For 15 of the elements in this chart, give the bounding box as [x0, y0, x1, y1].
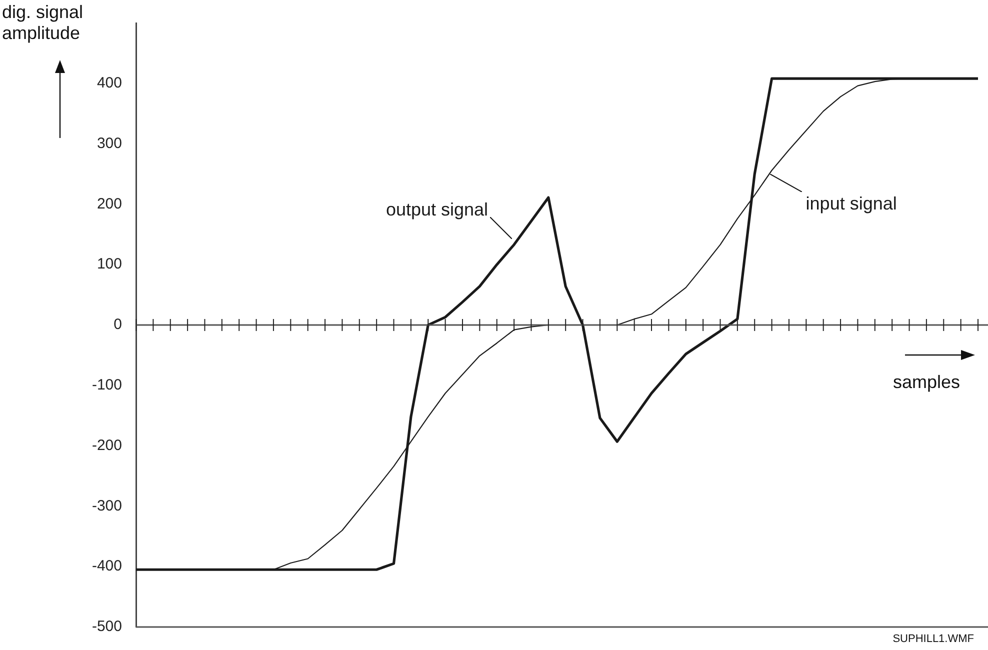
text: SUPHILL1.WMF [892, 633, 974, 645]
y-tick-label: -400 [92, 558, 122, 575]
y-tick-label: 300 [96, 134, 122, 152]
y-tick-label: 0 [114, 316, 122, 334]
y-tick-label: -100 [92, 376, 122, 394]
text: input signal [806, 193, 897, 214]
x-axis-title: samples [893, 372, 960, 393]
y-tick-label: -500 [92, 618, 122, 636]
series-label: output signal [386, 200, 488, 220]
y-tick-label: 100 [96, 256, 122, 273]
y-axis-title: dig. signal amplitude [2, 2, 84, 44]
y-tick-label: 200 [96, 195, 122, 212]
y-tick-label: -200 [92, 436, 122, 454]
y-tick-label: 400 [96, 74, 122, 92]
y-tick-label: -300 [92, 497, 122, 514]
